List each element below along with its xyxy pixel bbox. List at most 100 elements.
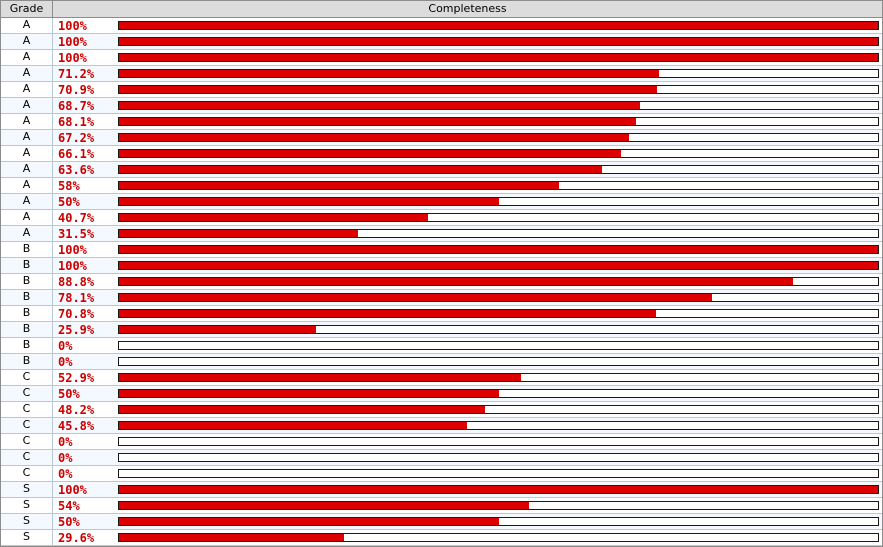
- table-row[interactable]: A 63.6%: [1, 162, 882, 178]
- progress-bar-fill: [119, 182, 560, 189]
- grade-cell: A: [1, 146, 53, 161]
- table-header: Grade Completeness: [1, 1, 882, 18]
- table-row[interactable]: C 0%: [1, 450, 882, 466]
- table-row[interactable]: C 45.8%: [1, 418, 882, 434]
- table-row[interactable]: A 67.2%: [1, 130, 882, 146]
- progress-bar-fill: [119, 118, 636, 125]
- table-row[interactable]: A 66.1%: [1, 146, 882, 162]
- grade-cell: C: [1, 434, 53, 449]
- grade-cell: S: [1, 530, 53, 545]
- table-row[interactable]: A 58%: [1, 178, 882, 194]
- table-row[interactable]: A 68.1%: [1, 114, 882, 130]
- grade-cell: S: [1, 482, 53, 497]
- table-row[interactable]: A 100%: [1, 18, 882, 34]
- progress-bar: [118, 101, 879, 110]
- table-row[interactable]: B 78.1%: [1, 290, 882, 306]
- percent-label: 0%: [58, 355, 73, 369]
- table-row[interactable]: S 50%: [1, 514, 882, 530]
- percent-label: 45.8%: [58, 419, 95, 433]
- table-row[interactable]: A 100%: [1, 50, 882, 66]
- progress-bar-fill: [119, 198, 499, 205]
- table-row[interactable]: B 100%: [1, 258, 882, 274]
- table-row[interactable]: A 68.7%: [1, 98, 882, 114]
- grade-cell: S: [1, 498, 53, 513]
- table-row[interactable]: B 0%: [1, 354, 882, 370]
- progress-bar: [118, 245, 879, 254]
- percent-label: 100%: [58, 51, 87, 65]
- percent-label: 0%: [58, 451, 73, 465]
- grade-cell: C: [1, 450, 53, 465]
- progress-bar: [118, 197, 879, 206]
- table-row[interactable]: S 54%: [1, 498, 882, 514]
- percent-label: 70.8%: [58, 307, 95, 321]
- progress-bar-fill: [119, 374, 521, 381]
- progress-bar: [118, 293, 879, 302]
- grade-cell: B: [1, 354, 53, 369]
- grade-cell: A: [1, 66, 53, 81]
- percent-label: 68.1%: [58, 115, 95, 129]
- progress-bar: [118, 277, 879, 286]
- progress-bar: [118, 373, 879, 382]
- progress-bar-fill: [119, 310, 657, 317]
- grade-cell: B: [1, 322, 53, 337]
- percent-label: 0%: [58, 339, 73, 353]
- table-row[interactable]: S 100%: [1, 482, 882, 498]
- table-row[interactable]: C 0%: [1, 466, 882, 482]
- table-row[interactable]: C 48.2%: [1, 402, 882, 418]
- progress-bar: [118, 181, 879, 190]
- table-row[interactable]: B 70.8%: [1, 306, 882, 322]
- progress-bar-fill: [119, 38, 878, 45]
- grade-cell: A: [1, 210, 53, 225]
- percent-label: 70.9%: [58, 83, 95, 97]
- progress-bar: [118, 229, 879, 238]
- progress-bar: [118, 533, 879, 542]
- percent-label: 66.1%: [58, 147, 95, 161]
- progress-bar: [118, 405, 879, 414]
- grade-cell: A: [1, 34, 53, 49]
- progress-bar: [118, 357, 879, 366]
- progress-bar: [118, 389, 879, 398]
- percent-label: 68.7%: [58, 99, 95, 113]
- table-row[interactable]: B 0%: [1, 338, 882, 354]
- grade-cell: C: [1, 402, 53, 417]
- progress-bar: [118, 485, 879, 494]
- percent-label: 100%: [58, 243, 87, 257]
- grade-cell: C: [1, 370, 53, 385]
- table-row[interactable]: C 52.9%: [1, 370, 882, 386]
- table-row[interactable]: B 100%: [1, 242, 882, 258]
- progress-bar: [118, 309, 879, 318]
- table-row[interactable]: A 40.7%: [1, 210, 882, 226]
- progress-bar: [118, 165, 879, 174]
- grade-cell: B: [1, 242, 53, 257]
- table-row[interactable]: C 0%: [1, 434, 882, 450]
- progress-bar-fill: [119, 246, 878, 253]
- grade-cell: A: [1, 162, 53, 177]
- table-row[interactable]: B 88.8%: [1, 274, 882, 290]
- percent-label: 50%: [58, 387, 80, 401]
- progress-bar: [118, 261, 879, 270]
- table-row[interactable]: A 31.5%: [1, 226, 882, 242]
- percent-label: 54%: [58, 499, 80, 513]
- table-row[interactable]: A 70.9%: [1, 82, 882, 98]
- table-row[interactable]: A 50%: [1, 194, 882, 210]
- progress-bar: [118, 149, 879, 158]
- table-row[interactable]: S 29.6%: [1, 530, 882, 546]
- progress-bar: [118, 453, 879, 462]
- grade-cell: A: [1, 98, 53, 113]
- grade-cell: C: [1, 418, 53, 433]
- progress-bar-fill: [119, 406, 485, 413]
- percent-label: 29.6%: [58, 531, 95, 545]
- percent-label: 25.9%: [58, 323, 95, 337]
- progress-bar-fill: [119, 326, 316, 333]
- table-row[interactable]: A 100%: [1, 34, 882, 50]
- completeness-column-header[interactable]: Completeness: [428, 2, 507, 15]
- grade-column-header[interactable]: Grade: [1, 1, 53, 17]
- percent-label: 100%: [58, 19, 87, 33]
- progress-bar-fill: [119, 150, 621, 157]
- table-row[interactable]: B 25.9%: [1, 322, 882, 338]
- percent-label: 100%: [58, 259, 87, 273]
- percent-label: 78.1%: [58, 291, 95, 305]
- grade-cell: A: [1, 130, 53, 145]
- table-row[interactable]: A 71.2%: [1, 66, 882, 82]
- table-row[interactable]: C 50%: [1, 386, 882, 402]
